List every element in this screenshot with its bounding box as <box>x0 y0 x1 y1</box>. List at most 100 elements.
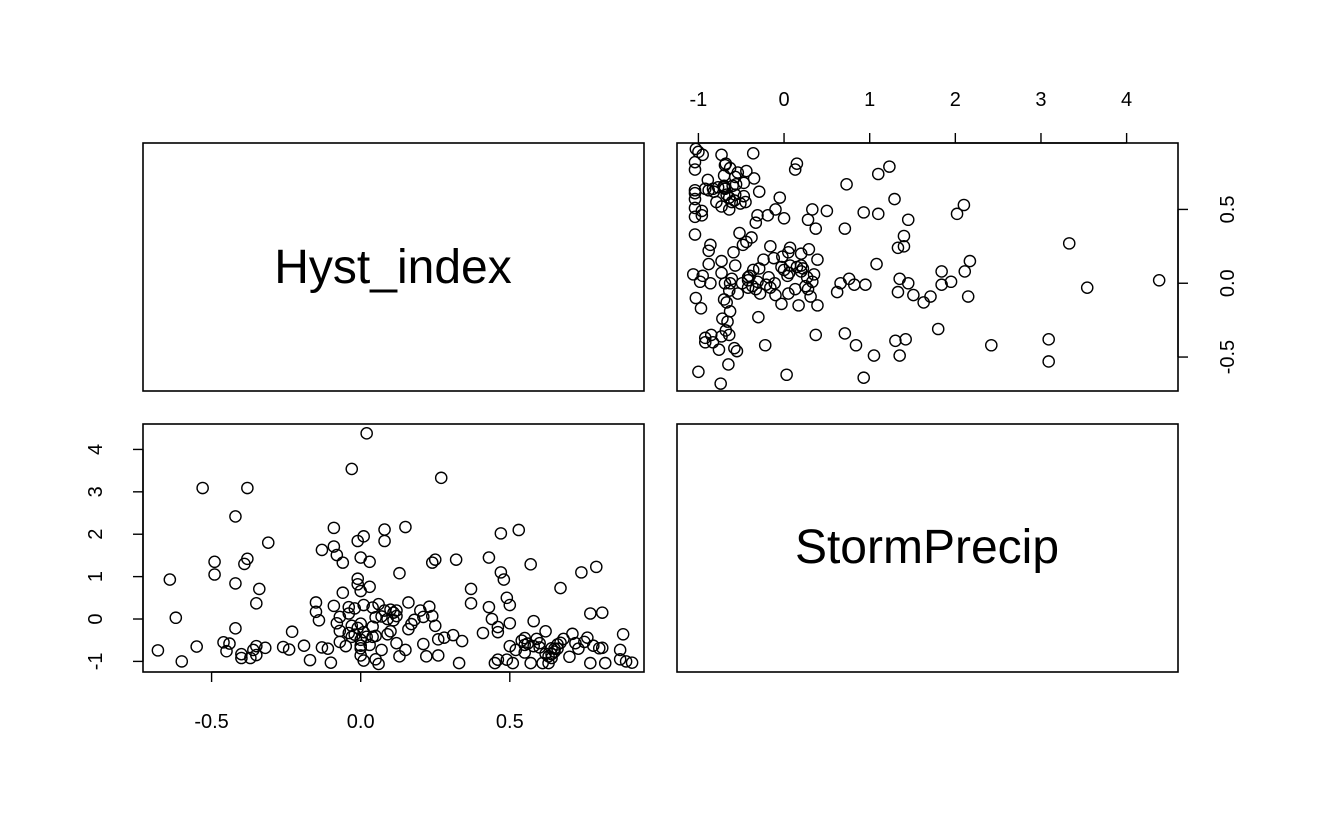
point-hyst-vs-stormprecip <box>276 640 290 654</box>
point-stormprecip-vs-hyst <box>761 209 775 222</box>
point-hyst-vs-stormprecip <box>282 643 296 656</box>
point-stormprecip-vs-hyst <box>830 285 844 299</box>
point-stormprecip-vs-hyst <box>897 229 911 243</box>
point-stormprecip-vs-hyst <box>730 344 744 358</box>
point-stormprecip-vs-hyst <box>777 211 791 225</box>
point-hyst-vs-stormprecip <box>378 604 391 617</box>
point-hyst-vs-stormprecip <box>512 523 526 537</box>
point-stormprecip-vs-hyst <box>950 207 964 221</box>
point-hyst-vs-stormprecip <box>482 551 496 564</box>
point-hyst-vs-stormprecip <box>566 627 579 641</box>
point-hyst-vs-stormprecip <box>354 617 367 630</box>
point-stormprecip-vs-hyst <box>849 338 863 352</box>
point-stormprecip-vs-hyst <box>961 290 975 303</box>
point-stormprecip-vs-hyst <box>749 282 763 296</box>
point-hyst-vs-stormprecip <box>175 655 189 668</box>
point-stormprecip-vs-hyst <box>811 299 824 312</box>
point-stormprecip-vs-hyst <box>859 278 872 292</box>
point-stormprecip-vs-hyst <box>762 271 775 284</box>
point-hyst-vs-stormprecip <box>476 626 490 640</box>
point-hyst-vs-stormprecip <box>345 630 359 644</box>
point-stormprecip-vs-hyst <box>764 240 777 253</box>
point-stormprecip-vs-hyst <box>1080 281 1094 294</box>
point-stormprecip-vs-hyst <box>715 266 728 280</box>
point-hyst-vs-stormprecip <box>587 639 600 653</box>
point-stormprecip-vs-hyst <box>740 164 753 178</box>
point-stormprecip-vs-hyst <box>688 163 702 176</box>
point-hyst-vs-stormprecip <box>598 656 612 670</box>
point-stormprecip-vs-hyst <box>901 276 915 290</box>
point-stormprecip-vs-hyst <box>717 169 731 182</box>
point-stormprecip-vs-hyst <box>792 299 805 312</box>
point-hyst-vs-stormprecip <box>229 510 242 523</box>
point-stormprecip-vs-hyst <box>728 259 742 272</box>
point-hyst-vs-stormprecip <box>390 636 403 650</box>
point-hyst-vs-stormprecip <box>327 540 341 553</box>
point-stormprecip-vs-hyst <box>711 180 725 194</box>
point-hyst-vs-stormprecip <box>420 650 433 663</box>
x-axis-bottom-tick-label: 0.0 <box>347 711 375 733</box>
point-stormprecip-vs-hyst <box>857 206 870 219</box>
point-hyst-vs-stormprecip <box>241 552 254 566</box>
point-stormprecip-vs-hyst <box>746 147 760 160</box>
point-hyst-vs-stormprecip <box>321 642 335 655</box>
point-stormprecip-vs-hyst <box>935 265 948 278</box>
point-hyst-vs-stormprecip <box>309 605 323 619</box>
x-axis-bottom-tick-label: -0.5 <box>194 711 228 733</box>
point-stormprecip-vs-hyst <box>694 302 708 315</box>
point-stormprecip-vs-hyst <box>809 328 823 342</box>
point-stormprecip-vs-hyst <box>769 203 782 216</box>
point-hyst-vs-stormprecip <box>539 625 552 638</box>
point-hyst-vs-stormprecip <box>327 521 341 535</box>
point-hyst-vs-stormprecip <box>554 636 567 650</box>
point-stormprecip-vs-hyst <box>715 254 728 268</box>
point-hyst-vs-stormprecip <box>625 656 639 669</box>
point-stormprecip-vs-hyst <box>811 253 824 266</box>
point-stormprecip-vs-hyst <box>693 275 707 289</box>
point-stormprecip-vs-hyst <box>722 358 735 371</box>
point-stormprecip-vs-hyst <box>704 238 717 252</box>
point-hyst-vs-stormprecip <box>434 471 448 485</box>
point-stormprecip-vs-hyst <box>958 265 972 278</box>
point-hyst-vs-stormprecip <box>494 566 508 579</box>
y-axis-left-tick-label: -1 <box>85 653 107 671</box>
point-stormprecip-vs-hyst <box>746 263 760 277</box>
point-stormprecip-vs-hyst <box>820 204 834 218</box>
y-axis-left-tick-label: 1 <box>85 571 107 582</box>
point-stormprecip-vs-hyst <box>871 167 885 181</box>
point-hyst-vs-stormprecip <box>309 596 323 609</box>
y-axis-right-tick-label: 0.0 <box>1217 269 1239 297</box>
panel-2-2-frame <box>676 423 1179 673</box>
point-hyst-vs-stormprecip <box>497 573 511 586</box>
point-hyst-vs-stormprecip <box>491 620 505 634</box>
point-stormprecip-vs-hyst <box>871 207 885 221</box>
point-stormprecip-vs-hyst <box>714 377 727 390</box>
point-hyst-vs-stormprecip <box>250 597 263 610</box>
point-stormprecip-vs-hyst <box>689 142 703 156</box>
point-stormprecip-vs-hyst <box>917 296 930 309</box>
point-stormprecip-vs-hyst <box>728 341 741 355</box>
point-stormprecip-vs-hyst <box>931 322 945 336</box>
point-stormprecip-vs-hyst <box>891 285 905 299</box>
point-hyst-vs-stormprecip <box>330 548 344 562</box>
point-hyst-vs-stormprecip <box>375 610 388 623</box>
point-hyst-vs-stormprecip <box>223 637 236 650</box>
y-axis-left-tick-label: 0 <box>85 613 107 624</box>
point-stormprecip-vs-hyst <box>759 278 773 292</box>
point-hyst-vs-stormprecip <box>425 556 439 569</box>
point-stormprecip-vs-hyst <box>802 242 816 256</box>
point-hyst-vs-stormprecip <box>387 606 400 619</box>
point-hyst-vs-stormprecip <box>482 600 496 614</box>
point-stormprecip-vs-hyst <box>692 145 705 159</box>
point-hyst-vs-stormprecip <box>384 625 397 638</box>
point-stormprecip-vs-hyst <box>716 312 729 325</box>
point-hyst-vs-stormprecip <box>488 656 502 670</box>
point-stormprecip-vs-hyst <box>758 338 772 352</box>
point-hyst-vs-stormprecip <box>333 624 347 638</box>
point-hyst-vs-stormprecip <box>455 634 469 648</box>
point-stormprecip-vs-hyst <box>775 297 788 311</box>
point-stormprecip-vs-hyst <box>957 198 971 212</box>
point-hyst-vs-stormprecip <box>330 616 344 630</box>
point-stormprecip-vs-hyst <box>688 186 702 200</box>
point-stormprecip-vs-hyst <box>794 265 808 278</box>
